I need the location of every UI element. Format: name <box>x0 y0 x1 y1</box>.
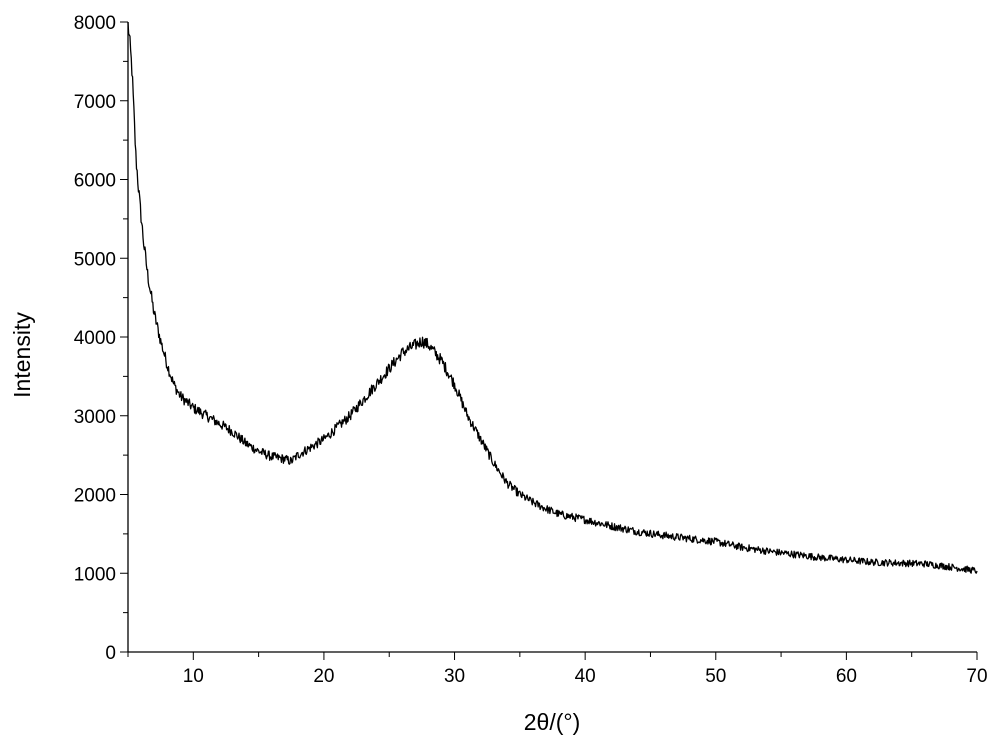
x-tick-label: 60 <box>836 666 857 687</box>
y-tick-label: 8000 <box>74 13 116 34</box>
y-tick-label: 0 <box>105 643 116 664</box>
plot-area: 10 20 30 40 50 60 70 0 1000 2000 3000 4000 5000 6000 7… <box>74 13 988 687</box>
x-tick-label: 40 <box>575 666 596 687</box>
y-tick-label: 6000 <box>74 171 116 192</box>
series-line <box>128 22 977 573</box>
y-tick-label: 4000 <box>74 328 116 349</box>
y-tick-label: 1000 <box>74 564 116 585</box>
x-tick-label: 30 <box>444 666 465 687</box>
x-axis-title: 2θ/(°) <box>524 709 581 735</box>
x-tick-label: 70 <box>966 666 987 687</box>
y-tick-label: 5000 <box>74 249 116 270</box>
y-axis-title: Intensity <box>9 312 35 398</box>
x-tick-label: 10 <box>183 666 204 687</box>
x-tick-label: 20 <box>313 666 334 687</box>
y-tick-label: 3000 <box>74 407 116 428</box>
x-tick-label: 50 <box>705 666 726 687</box>
y-tick-label: 7000 <box>74 92 116 113</box>
y-tick-label: 2000 <box>74 486 116 507</box>
